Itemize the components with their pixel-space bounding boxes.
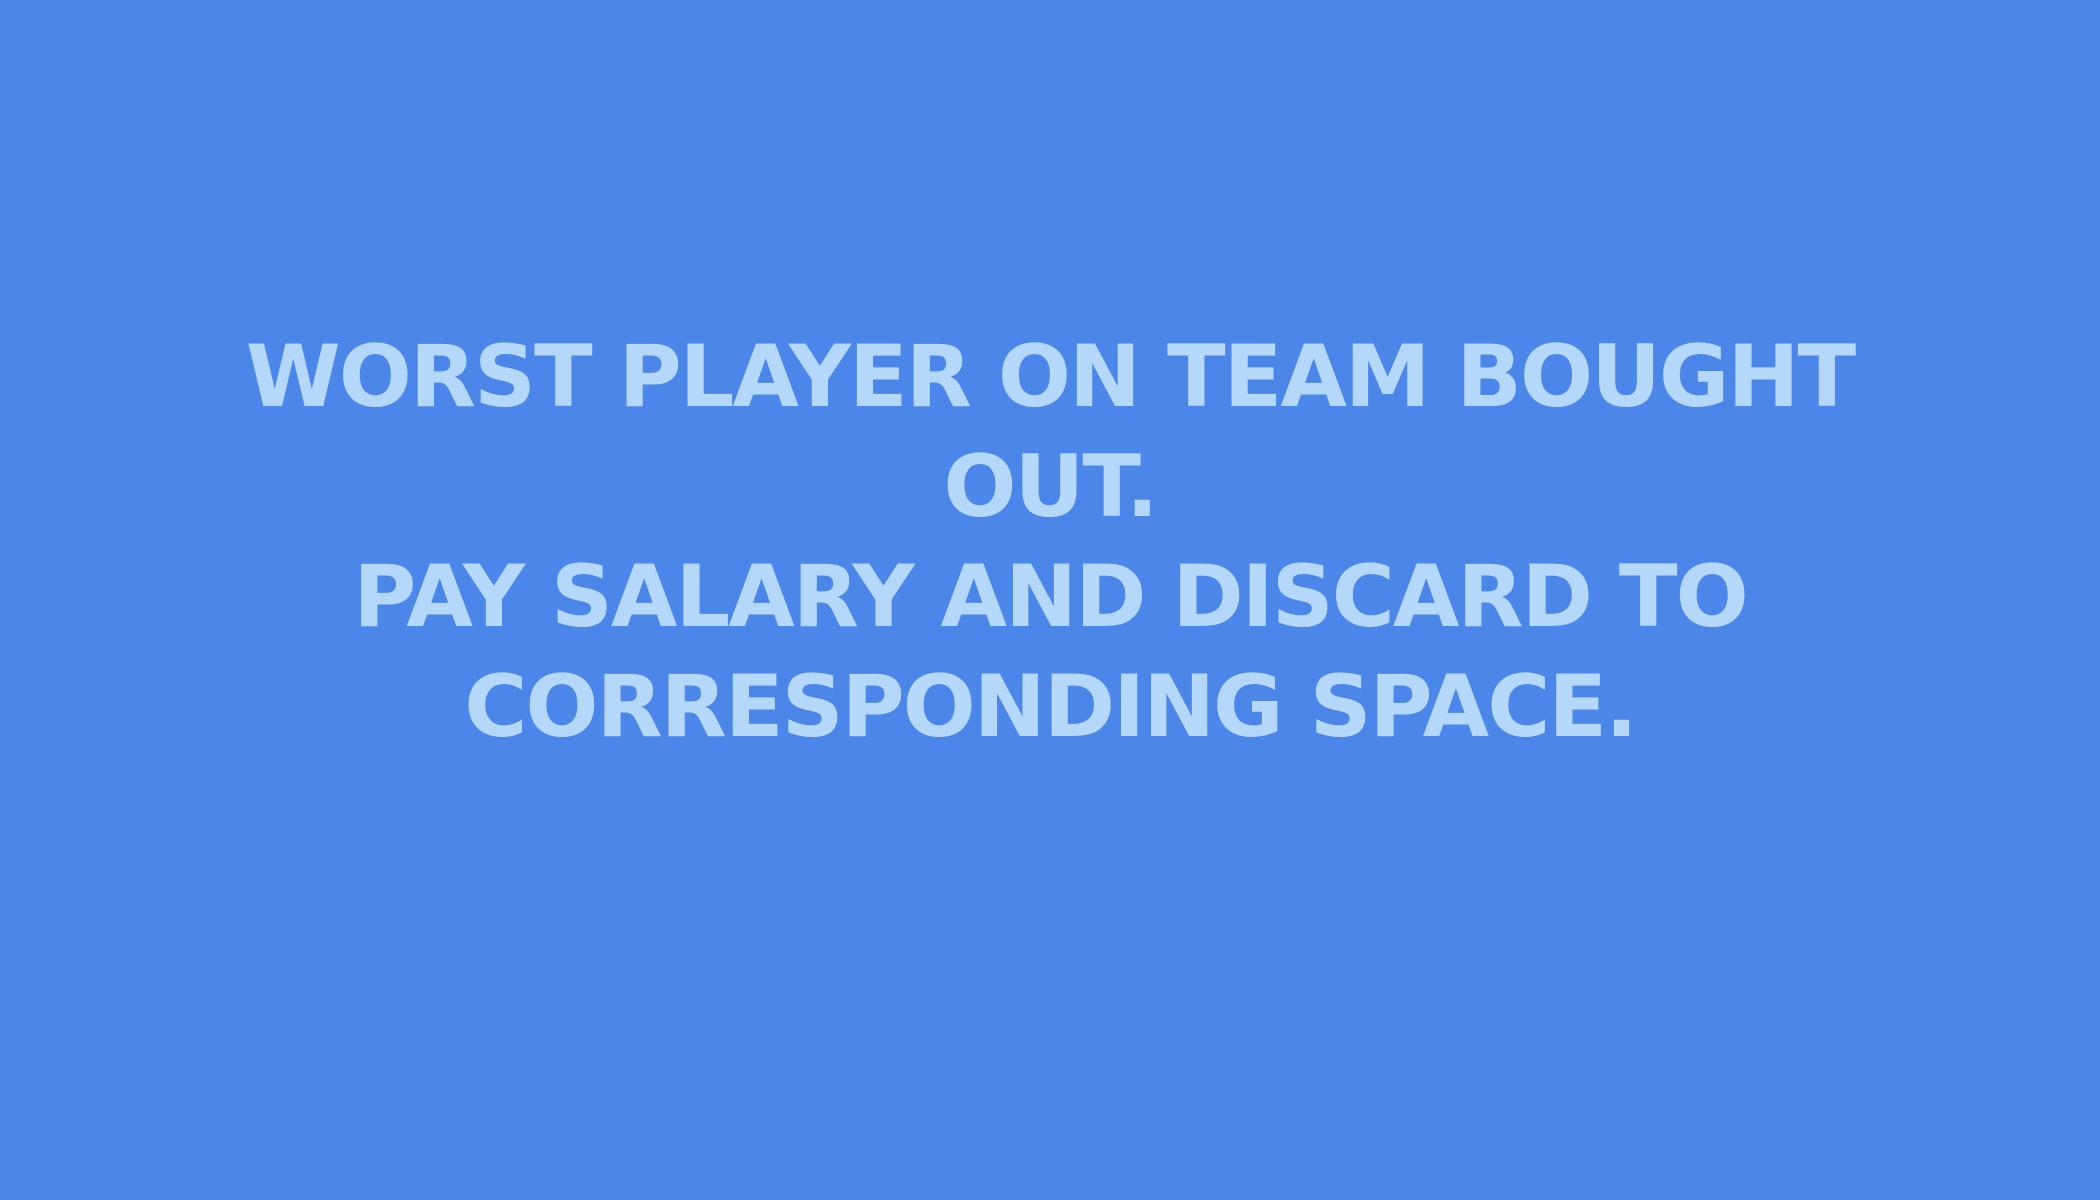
card-text-line-1: WORST PLAYER ON TEAM BOUGHT OUT.	[245, 327, 1856, 537]
card-text-line-2: PAY SALARY AND DISCARD TO CORRESPONDING …	[353, 547, 1748, 757]
card-instruction-text: WORST PLAYER ON TEAM BOUGHT OUT. PAY SAL…	[200, 322, 1900, 762]
